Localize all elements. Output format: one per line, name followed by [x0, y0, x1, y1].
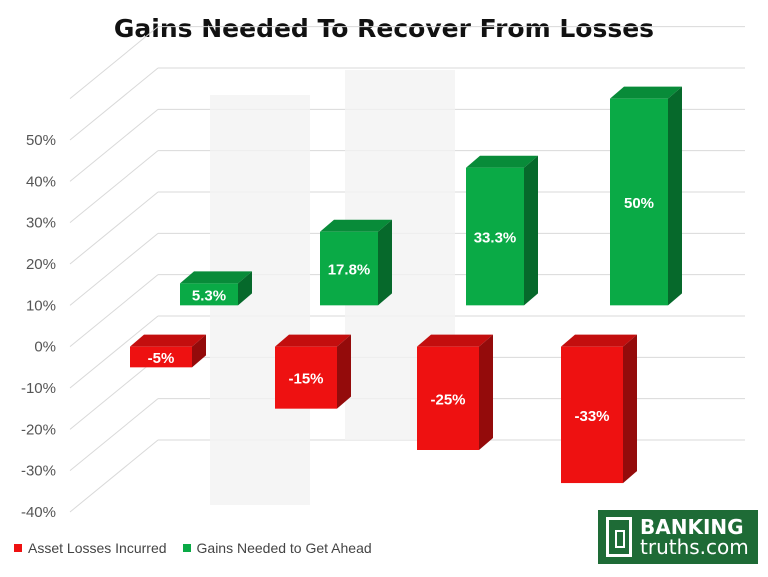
- loss-bar-face: [417, 346, 479, 450]
- gridline-depth: [69, 191, 159, 265]
- y-tick-label: 0%: [34, 339, 56, 356]
- gridline-depth: [69, 315, 159, 389]
- gridline-depth: [69, 108, 159, 182]
- loss-bar-top: [561, 334, 637, 347]
- logo-text-line2: truths.com: [640, 535, 749, 559]
- gain-bar-label: 33.3%: [474, 230, 517, 247]
- gain-bar-face: [466, 167, 524, 306]
- loss-bar-side: [479, 334, 493, 450]
- logo-text-line1: BANKING: [640, 515, 744, 539]
- gridline-depth: [69, 67, 159, 141]
- legend-item-gains: Gains Needed to Get Ahead: [182, 540, 372, 556]
- legend-swatch-gains: [182, 544, 191, 552]
- loss-bar-label: -25%: [430, 391, 465, 408]
- loss-bar-top: [275, 334, 351, 347]
- loss-bar-top: [130, 334, 206, 347]
- loss-bar-side: [192, 334, 206, 368]
- y-tick-label: 20%: [26, 256, 56, 273]
- y-tick-label: -10%: [21, 380, 56, 397]
- gridline-depth: [69, 356, 159, 430]
- y-tick-label: -30%: [21, 463, 56, 480]
- legend: Asset Losses Incurred Gains Needed to Ge…: [14, 540, 388, 556]
- y-tick-label: -40%: [21, 504, 56, 521]
- gain-bar-side: [668, 86, 682, 306]
- loss-bar-label: -15%: [288, 371, 323, 388]
- legend-label-gains: Gains Needed to Get Ahead: [196, 540, 372, 556]
- safe-icon: [606, 517, 632, 557]
- gain-bar-top: [320, 219, 392, 232]
- chart-title: Gains Needed To Recover From Losses: [113, 14, 655, 43]
- bar-chart: 50% 40% 30% 20% 10% 0% -10% -20% -30% -40% -5% -15%…: [21, 26, 745, 521]
- gain-bar-face: [180, 283, 238, 306]
- gain-bar-label: 17.8%: [328, 262, 371, 279]
- loss-bar-face: [561, 346, 623, 484]
- loss-bar-side: [337, 334, 351, 409]
- gridline-depth: [69, 439, 159, 513]
- gain-bar-face: [610, 98, 668, 306]
- legend-item-losses: Asset Losses Incurred: [14, 540, 167, 556]
- gain-bar-side: [524, 155, 538, 306]
- loss-bar-label: -5%: [148, 350, 175, 367]
- gridline-depth: [69, 26, 159, 100]
- loss-bar-side: [623, 334, 637, 484]
- loss-bar-face: [130, 346, 192, 368]
- gain-bar-label: 5.3%: [192, 287, 226, 304]
- gain-bar-side: [238, 271, 252, 306]
- bankingtruths-logo: BANKING truths.com: [598, 510, 758, 564]
- gain-bar-face: [320, 231, 378, 306]
- y-tick-label: 30%: [26, 215, 56, 232]
- gridline-depth: [69, 232, 159, 306]
- gain-bar-top: [466, 155, 538, 168]
- y-tick-label: 50%: [26, 132, 56, 149]
- gridline-depth: [69, 150, 159, 224]
- gridline-depth: [69, 398, 159, 472]
- gain-bar-top: [180, 271, 252, 284]
- gridline-depth: [69, 274, 159, 348]
- loss-bar-face: [275, 346, 337, 409]
- gain-bar-label: 50%: [624, 195, 654, 212]
- y-tick-label: -20%: [21, 421, 56, 438]
- gain-bar-top: [610, 86, 682, 99]
- y-tick-label: 40%: [26, 173, 56, 190]
- loss-bar-top: [417, 334, 493, 347]
- gain-bar-side: [378, 219, 392, 306]
- loss-bar-label: -33%: [574, 408, 609, 425]
- legend-swatch-losses: [14, 544, 22, 552]
- legend-label-losses: Asset Losses Incurred: [28, 540, 167, 556]
- y-tick-label: 10%: [26, 297, 56, 314]
